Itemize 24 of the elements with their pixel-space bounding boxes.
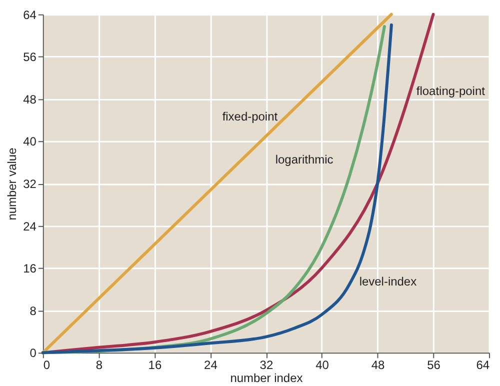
x-tick-label: 64 bbox=[476, 358, 490, 372]
y-tick-label: 64 bbox=[23, 8, 37, 22]
series-label: floating-point bbox=[416, 84, 486, 98]
x-tick-label: 24 bbox=[204, 358, 218, 372]
x-tick-label: 0 bbox=[43, 358, 50, 372]
y-tick-label: 56 bbox=[23, 50, 37, 64]
x-tick-label: 16 bbox=[148, 358, 162, 372]
x-tick-label: 32 bbox=[260, 358, 274, 372]
x-tick-label: 56 bbox=[427, 358, 441, 372]
y-tick-label: 24 bbox=[23, 219, 37, 234]
y-tick-label: 16 bbox=[23, 262, 37, 276]
y-axis-title: number value bbox=[5, 147, 20, 220]
y-tick-label: 0 bbox=[30, 346, 37, 360]
x-tick-label: 40 bbox=[316, 358, 330, 372]
x-axis-title: number index bbox=[230, 371, 303, 386]
y-tick-label: 32 bbox=[23, 177, 37, 192]
x-tick-label: 48 bbox=[371, 358, 385, 372]
series-label: logarithmic bbox=[275, 152, 334, 167]
y-tick-label: 8 bbox=[30, 304, 37, 318]
y-tick-label: 48 bbox=[23, 92, 37, 106]
series-label: level-index bbox=[359, 274, 417, 288]
x-tick-label: 8 bbox=[96, 358, 103, 372]
series-label: fixed-point bbox=[222, 109, 278, 124]
y-tick-label: 40 bbox=[23, 134, 37, 149]
